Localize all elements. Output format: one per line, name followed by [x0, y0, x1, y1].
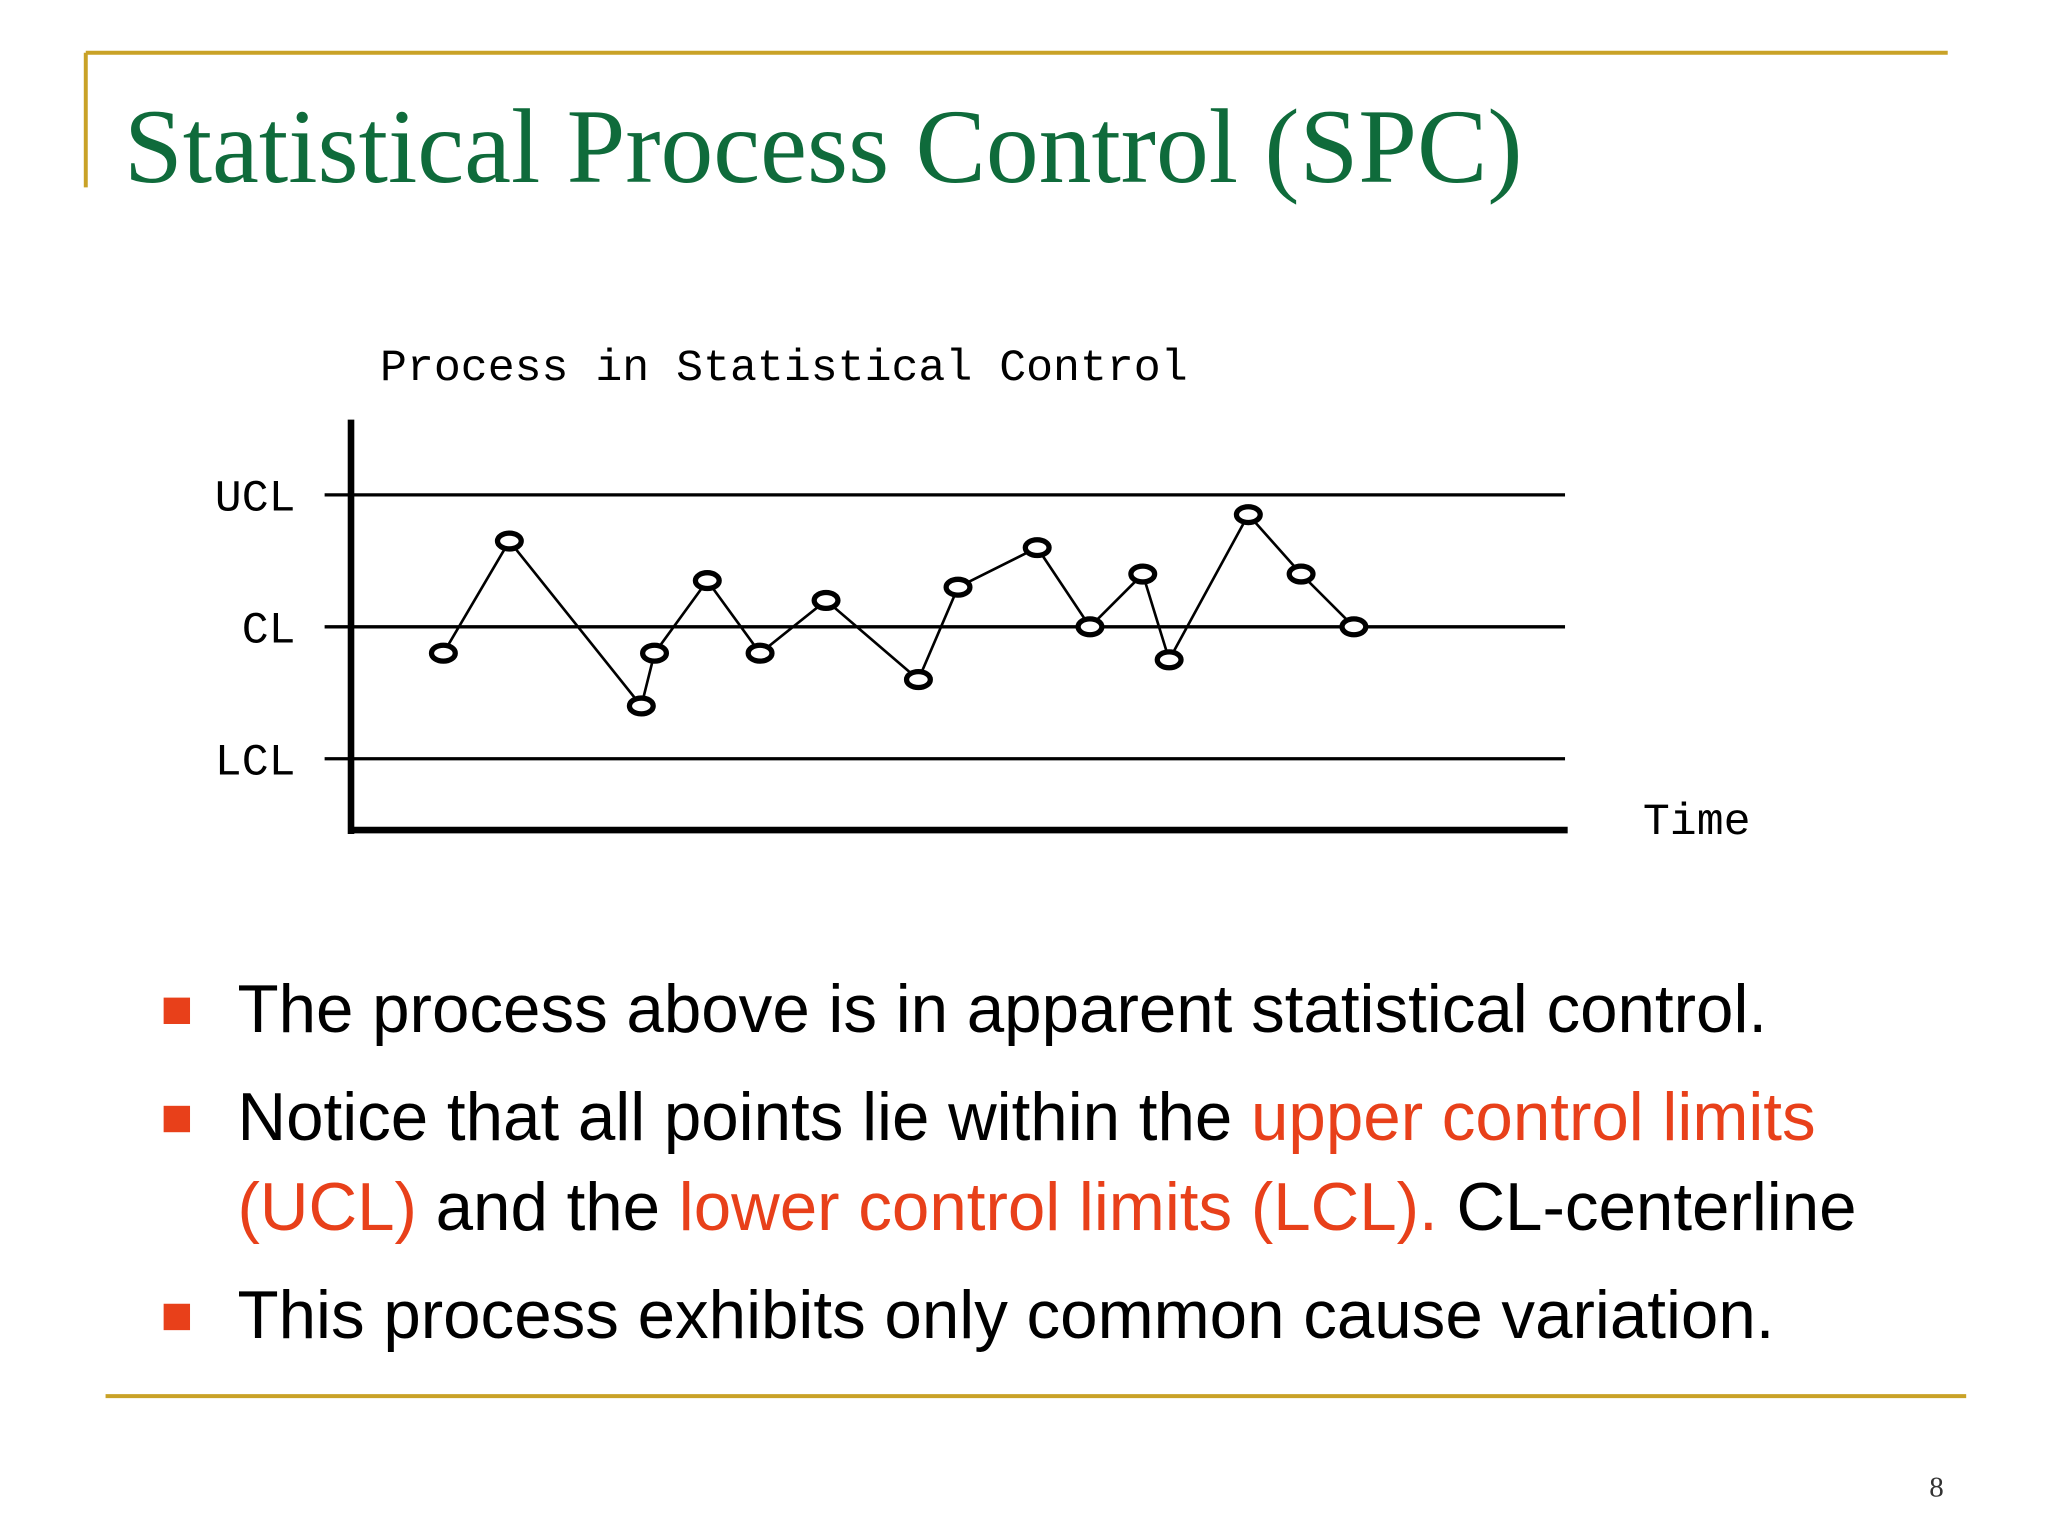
y-tick-label: CL: [242, 607, 296, 657]
x-axis-label: Time: [1643, 798, 1751, 848]
data-point: [1075, 616, 1105, 638]
page-number: 8: [1929, 1471, 1944, 1503]
text-run: and the: [417, 1170, 679, 1245]
y-tick-label: UCL: [215, 475, 296, 525]
chart: Process in Statistical Control Time UCL C…: [215, 344, 1751, 848]
text-run: This process exhibits only common cause …: [238, 1278, 1775, 1353]
text-run: Notice that all points lie within the: [238, 1080, 1252, 1155]
bullet-marker: [163, 1303, 191, 1331]
y-tick-label: LCL: [215, 739, 296, 789]
chart-title: Process in Statistical Control: [380, 344, 1188, 394]
highlight-run: (UCL): [238, 1170, 417, 1245]
data-point: [1022, 537, 1052, 559]
data-point: [640, 642, 670, 664]
bullet-marker: [163, 1105, 191, 1133]
data-point: [745, 642, 775, 664]
data-point: [1128, 563, 1158, 585]
data-point: [626, 695, 656, 717]
bullet-marker: [163, 997, 191, 1024]
bullet-text: This process exhibits only common cause …: [238, 1278, 1775, 1353]
text-run: The process above is in apparent statist…: [238, 972, 1768, 1047]
data-point: [903, 669, 933, 691]
data-point: [692, 570, 722, 592]
data-line: [442, 512, 1355, 709]
bullet-text: (UCL) and the lower control limits (LCL)…: [238, 1170, 1857, 1245]
data-point: [1339, 616, 1369, 638]
bullet-list: The process above is in apparent statist…: [163, 972, 1857, 1353]
highlight-run: upper control limits: [1251, 1080, 1816, 1155]
text-run: CL-centerline: [1438, 1170, 1857, 1245]
data-point: [1286, 563, 1316, 585]
data-point: [1154, 649, 1184, 671]
bullet-text: Notice that all points lie within the up…: [238, 1080, 1816, 1155]
slide-title: Statistical Process Control (SPC): [124, 88, 1523, 205]
data-point: [428, 642, 458, 664]
data-point: [494, 530, 524, 552]
highlight-run: lower control limits (LCL).: [679, 1170, 1438, 1245]
data-point: [943, 576, 973, 598]
data-point: [1233, 504, 1263, 526]
bullet-text: The process above is in apparent statist…: [238, 972, 1768, 1047]
data-point: [811, 589, 841, 611]
